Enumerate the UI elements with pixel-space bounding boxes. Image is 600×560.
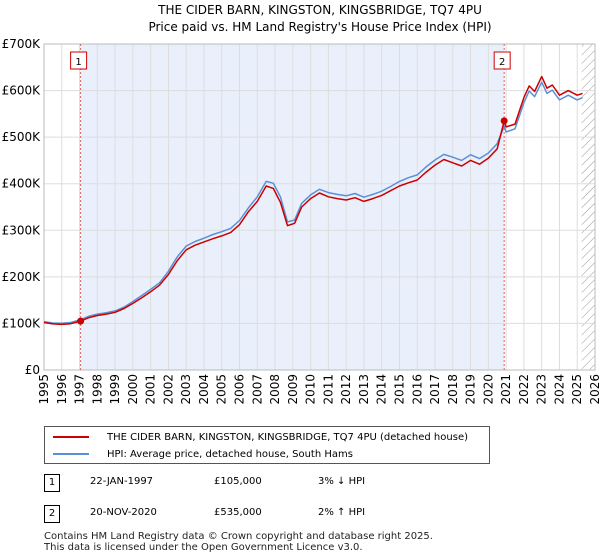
chart-subtitle: Price paid vs. HM Land Registry's House … xyxy=(148,20,491,34)
x-tick-label: 2011 xyxy=(321,374,335,405)
sale-label-box xyxy=(70,51,88,70)
x-tick-label: 2001 xyxy=(144,374,158,405)
x-tick-label: 2009 xyxy=(286,374,300,405)
x-tick-label: 1998 xyxy=(90,374,104,405)
y-tick-label: £200K xyxy=(2,270,42,284)
plot-border xyxy=(43,43,596,371)
y-tick-label: £300K xyxy=(2,223,42,237)
transaction-number: 2 xyxy=(44,505,60,523)
legend-label-property: THE CIDER BARN, KINGSTON, KINGSBRIDGE, T… xyxy=(107,431,468,443)
y-axis: £0 £100K £200K £300K £400K £500K £600K £700K xyxy=(2,37,42,377)
x-tick-label: 1995 xyxy=(37,374,51,405)
forecast-hatch xyxy=(581,44,595,370)
y-tick-label: £500K xyxy=(2,130,42,144)
x-tick-label: 2017 xyxy=(428,374,442,405)
sale-point xyxy=(77,317,85,325)
transaction-date: 20-NOV-2020 xyxy=(90,507,157,518)
x-tick-label: 2004 xyxy=(197,374,211,405)
x-tick-label: 2021 xyxy=(499,374,513,405)
y-tick-label: £600K xyxy=(2,84,42,98)
y-tick-label: £100K xyxy=(2,316,42,330)
plot-area xyxy=(44,44,595,370)
footer-copyright: Contains HM Land Registry data © Crown c… xyxy=(44,531,433,542)
legend: THE CIDER BARN, KINGSTON, KINGSBRIDGE, T… xyxy=(44,426,490,464)
x-tick-label: 2006 xyxy=(233,374,247,405)
transaction-price: £105,000 xyxy=(214,476,262,487)
x-tick-label: 2025 xyxy=(570,374,584,405)
legend-item-hpi: HPI: Average price, detached house, Sout… xyxy=(53,446,353,462)
x-tick-label: 2005 xyxy=(215,374,229,405)
price-chart: THE CIDER BARN, KINGSTON, KINGSBRIDGE, T… xyxy=(2,3,600,405)
x-tick-label: 2007 xyxy=(250,374,264,405)
footer-licence: This data is licensed under the Open Gov… xyxy=(44,542,363,553)
x-tick-label: 2020 xyxy=(481,374,495,405)
grid-lines xyxy=(43,43,596,371)
x-tick-label: 2013 xyxy=(357,374,371,405)
x-tick-label: 2008 xyxy=(268,374,282,405)
legend-item-property: THE CIDER BARN, KINGSTON, KINGSBRIDGE, T… xyxy=(53,429,468,445)
x-tick-label: 1999 xyxy=(108,374,122,405)
transaction-hpi-diff: 2% ↑ HPI xyxy=(318,507,366,518)
property-price-line xyxy=(43,75,583,326)
x-tick-label: 1997 xyxy=(73,374,87,405)
legend-swatch-property xyxy=(53,436,89,438)
x-tick-label: 2003 xyxy=(179,374,193,405)
transaction-date: 22-JAN-1997 xyxy=(90,476,154,487)
x-axis: 1995 1996 1997 1998 1999 2000 2001 2002 2003 2004… xyxy=(37,374,600,405)
sale-label-box xyxy=(493,51,511,70)
sale-label: 2 xyxy=(499,57,505,68)
x-tick-label: 2002 xyxy=(161,374,175,405)
x-tick-label: 2010 xyxy=(304,374,318,405)
x-tick-label: 2026 xyxy=(588,374,600,405)
footer: Contains HM Land Registry data © Crown c… xyxy=(44,531,433,553)
x-tick-label: 2014 xyxy=(375,374,389,405)
x-tick-label: 2024 xyxy=(552,374,566,405)
x-tick-label: 2015 xyxy=(392,374,406,405)
x-tick-label: 2012 xyxy=(339,374,353,405)
series-layer xyxy=(43,75,583,326)
transaction-price: £535,000 xyxy=(214,507,262,518)
sale-point xyxy=(500,117,508,125)
y-tick-label: £700K xyxy=(2,37,42,51)
transaction-hpi-diff: 3% ↓ HPI xyxy=(318,476,366,487)
transaction-number: 1 xyxy=(44,474,60,492)
sale-label: 1 xyxy=(75,57,81,68)
legend-swatch-hpi xyxy=(53,453,89,455)
y-tick-label: £0 xyxy=(25,363,40,377)
x-tick-label: 2023 xyxy=(535,374,549,405)
x-tick-label: 2019 xyxy=(464,374,478,405)
legend-label-hpi: HPI: Average price, detached house, Sout… xyxy=(107,448,353,460)
x-tick-label: 2022 xyxy=(517,374,531,405)
x-tick-label: 2016 xyxy=(410,374,424,405)
chart-title: THE CIDER BARN, KINGSTON, KINGSBRIDGE, T… xyxy=(157,3,482,17)
x-tick-label: 2018 xyxy=(446,374,460,405)
y-tick-label: £400K xyxy=(2,177,42,191)
hpi-line xyxy=(43,81,583,324)
x-tick-label: 2000 xyxy=(126,374,140,405)
x-tick-label: 1996 xyxy=(55,374,69,405)
